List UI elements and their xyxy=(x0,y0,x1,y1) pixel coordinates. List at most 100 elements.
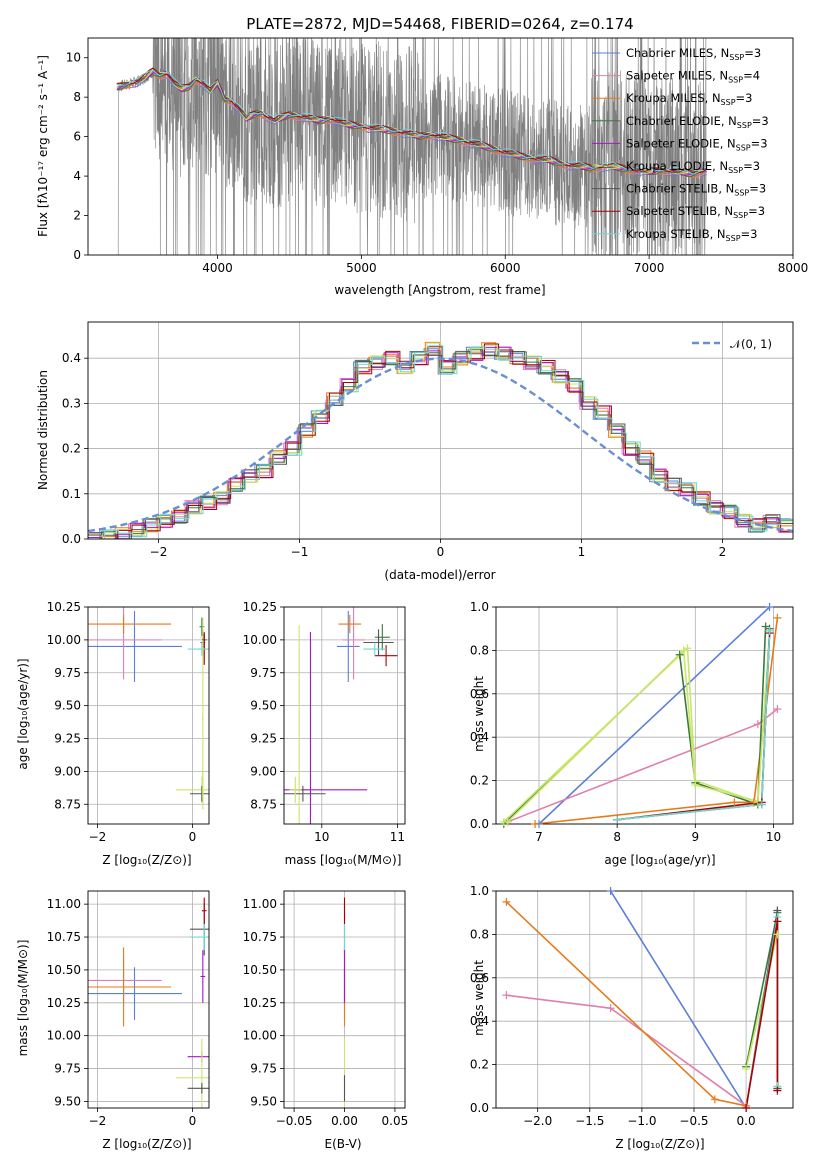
y-tick-label: 10 xyxy=(66,51,81,65)
weight-point-marker xyxy=(742,1104,751,1112)
y-tick-label: 0.4 xyxy=(470,1014,489,1028)
y-tick-label: 9.75 xyxy=(54,666,81,680)
weight-series-line xyxy=(745,921,779,1108)
y-tick-label: 9.50 xyxy=(250,699,277,713)
histogram-ylabel: Normed distribution xyxy=(36,370,50,490)
x-tick-label: 5000 xyxy=(346,261,377,275)
weight-point-marker xyxy=(765,626,774,635)
spectrum-xlabel: wavelength [Angstrom, rest frame] xyxy=(334,283,545,297)
histogram-xlabel: (data-model)/error xyxy=(384,568,495,582)
weight-series-line xyxy=(617,632,771,821)
legend-entry: Chabrier ELODIE, NSSP=3 xyxy=(626,114,769,130)
normal-curve xyxy=(88,357,793,533)
weight-point-marker xyxy=(742,1064,751,1073)
x-tick-label: −2 xyxy=(150,545,168,559)
y-tick-label: 8 xyxy=(73,90,81,104)
axes-frame xyxy=(87,321,794,540)
y-tick-label: 10.00 xyxy=(243,633,277,647)
y-tick-label: 9.75 xyxy=(54,1062,81,1076)
z-vs-mass-panel: Z [log₁₀(Z/Z⊙)] mass [log₁₀(M/M⊙)] −2 0 9.… xyxy=(16,890,210,1151)
x-tick-label: 0.05 xyxy=(382,1114,409,1128)
y-tick-label: 10.75 xyxy=(243,930,277,944)
weight-series-line xyxy=(617,628,771,821)
legend-entry: Salpeter MILES, NSSP=4 xyxy=(626,69,760,85)
residual-histogram-panel: (data-model)/error Normed distribution −… xyxy=(36,321,794,582)
weight-point-marker xyxy=(502,897,511,906)
y-tick-label: 9.00 xyxy=(54,764,81,778)
mass-age-xlabel: mass [log₁₀(M/M⊙)] xyxy=(285,853,402,867)
y-tick-label: 10.00 xyxy=(47,633,81,647)
x-tick-label: 2 xyxy=(719,545,727,559)
y-tick-label: 9.25 xyxy=(250,732,277,746)
x-tick-label: −0.5 xyxy=(679,1114,708,1128)
mass-vs-age-panel: mass [log₁₀(M/M⊙)] 10 11 8.75 9.00 9.25 9.50 9… xyxy=(243,600,406,867)
weight-point-marker xyxy=(613,815,622,824)
x-tick-label: 7 xyxy=(535,830,543,844)
y-tick-label: 10.25 xyxy=(47,600,81,614)
plot-area xyxy=(284,607,398,824)
axes-frame xyxy=(87,890,210,1109)
axes-frame xyxy=(495,890,794,1109)
y-tick-label: 6 xyxy=(73,130,81,144)
plot-area xyxy=(88,607,209,810)
histogram-step-line xyxy=(90,345,793,539)
x-tick-label: −2 xyxy=(89,830,107,844)
axes-frame xyxy=(283,890,406,1109)
x-tick-label: 0 xyxy=(189,830,197,844)
y-tick-label: 0.3 xyxy=(62,396,81,410)
z-weight-xlabel: Z [log₁₀(Z/Z⊙)] xyxy=(615,1137,704,1151)
x-tick-label: 4000 xyxy=(202,261,233,275)
spectrum-title: PLATE=2872, MJD=54468, FIBERID=0264, z=0… xyxy=(246,15,633,33)
plot-area xyxy=(88,897,209,1108)
weight-point-marker xyxy=(730,798,739,807)
histogram-step-line xyxy=(88,349,793,539)
y-tick-label: 0.2 xyxy=(470,774,489,788)
y-tick-label: 0.4 xyxy=(470,730,489,744)
y-tick-label: 9.50 xyxy=(54,699,81,713)
y-tick-label: 10.75 xyxy=(47,930,81,944)
z-age-xlabel: Z [log₁₀(Z/Z⊙)] xyxy=(102,853,191,867)
legend-entry: Kroupa ELODIE, NSSP=3 xyxy=(626,159,760,175)
plot-area xyxy=(88,341,793,539)
y-tick-label: 9.00 xyxy=(250,764,277,778)
weight-series-line xyxy=(503,626,767,824)
x-tick-label: −1.0 xyxy=(627,1114,656,1128)
x-tick-label: 8 xyxy=(613,830,621,844)
axes-frame xyxy=(87,37,794,256)
weight-point-marker xyxy=(606,887,615,895)
y-tick-label: 4 xyxy=(73,169,81,183)
weight-point-marker xyxy=(675,650,684,659)
spectrum-model-line xyxy=(116,67,707,174)
x-tick-label: 11 xyxy=(390,830,405,844)
weight-point-marker xyxy=(606,1004,615,1013)
x-tick-label: 8000 xyxy=(778,261,809,275)
x-tick-label: −1 xyxy=(291,545,309,559)
x-tick-label: 10 xyxy=(314,830,329,844)
weight-point-marker xyxy=(502,991,511,1000)
y-tick-label: 10.00 xyxy=(243,1029,277,1043)
legend-entry: Chabrier STELIB, NSSP=3 xyxy=(626,182,766,198)
weight-series-line xyxy=(617,630,771,821)
y-tick-label: 0.2 xyxy=(470,1058,489,1072)
legend-entry: Salpeter STELIB, NSSP=3 xyxy=(626,204,765,220)
x-tick-label: −2 xyxy=(89,1114,107,1128)
weight-series-line xyxy=(538,607,771,824)
weight-point-marker xyxy=(757,800,766,809)
x-tick-label: 10 xyxy=(766,830,781,844)
legend-entry: Kroupa MILES, NSSP=3 xyxy=(626,91,752,107)
z-mass-xlabel: Z [log₁₀(Z/Z⊙)] xyxy=(102,1137,191,1151)
y-tick-label: 0 xyxy=(73,248,81,262)
y-tick-label: 10.25 xyxy=(47,996,81,1010)
spectrum-panel: PLATE=2872, MJD=54468, FIBERID=0264, z=0… xyxy=(36,15,809,297)
weight-point-marker xyxy=(499,817,508,826)
ebv-mass-xlabel: E(B-V) xyxy=(324,1137,361,1151)
x-tick-label: −2.0 xyxy=(523,1114,552,1128)
weight-point-marker xyxy=(691,776,700,785)
y-tick-label: 11.00 xyxy=(47,897,81,911)
z-age-ylabel: age [log₁₀(age/yr)] xyxy=(16,658,30,769)
x-tick-label: 1 xyxy=(578,545,586,559)
y-tick-label: 0.2 xyxy=(62,442,81,456)
y-tick-label: 10.25 xyxy=(243,996,277,1010)
y-tick-label: 0.6 xyxy=(470,971,489,985)
